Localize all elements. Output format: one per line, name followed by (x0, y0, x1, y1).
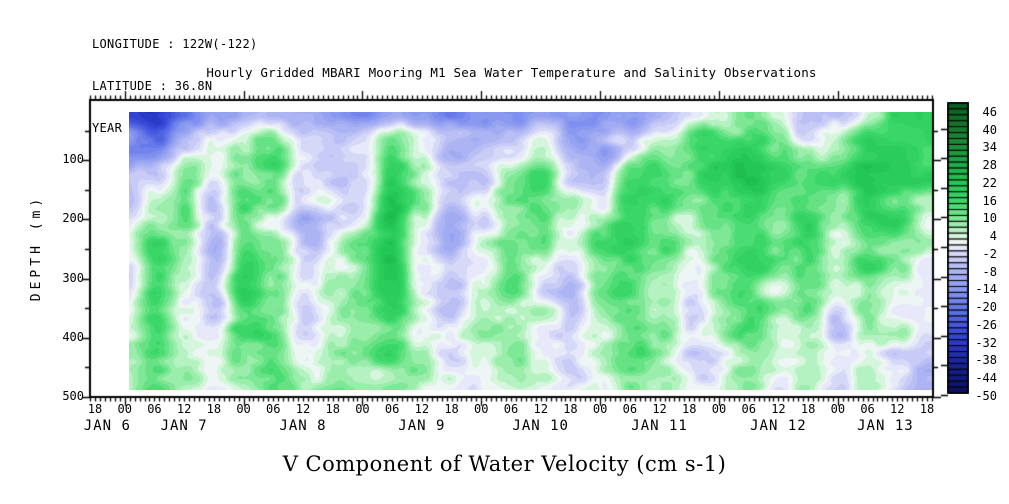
colorbar-tick-label: -44 (975, 371, 997, 386)
x-day-label: JAN 7 (160, 418, 208, 434)
x-hour-tick-label: 00 (474, 402, 489, 416)
x-hour-tick-label: 00 (236, 402, 251, 416)
x-hour-tick-label: 00 (830, 402, 846, 416)
x-hour-tick-label: 00 (711, 402, 727, 416)
colorbar-tick-label: -26 (975, 317, 997, 332)
plot-title: Hourly Gridded MBARI Mooring M1 Sea Wate… (206, 65, 817, 80)
colorbar-tick-label: 4 (989, 229, 997, 244)
x-hour-tick-label: 00 (355, 402, 370, 416)
x-hour-tick-label: 18 (325, 402, 340, 416)
x-hour-tick-label: 06 (622, 402, 638, 416)
colorbar-tick-label: 34 (982, 140, 997, 155)
figure-caption: V Component of Water Velocity (cm s-1) (282, 452, 727, 476)
x-day-label: JAN 13 (857, 418, 914, 434)
x-hour-tick-label: 12 (176, 402, 192, 416)
x-day-label: JAN 10 (512, 418, 569, 434)
x-hour-tick-label: 06 (741, 402, 756, 416)
x-hour-tick-label: 12 (652, 402, 667, 416)
x-day-label: JAN 11 (631, 418, 688, 434)
x-day-label: JAN 6 (83, 418, 131, 434)
colorbar-tick-label: 46 (982, 104, 997, 119)
x-hour-tick-label: 18 (206, 402, 222, 416)
colorbar-tick-label: -20 (975, 300, 997, 315)
x-hour-tick-label: 06 (147, 402, 162, 416)
x-hour-tick-label: 18 (563, 402, 578, 416)
y-tick-label: 300 (62, 270, 84, 285)
x-hour-tick-label: 18 (444, 402, 459, 416)
x-hour-tick-label: 12 (533, 402, 548, 416)
header-longitude: LONGITUDE : 122W(-122) (92, 37, 258, 51)
x-hour-tick-label: 06 (384, 402, 400, 416)
colorbar-tick-label: -2 (982, 246, 997, 261)
x-hour-tick-label: 12 (295, 402, 311, 416)
y-tick-label: 400 (62, 329, 84, 344)
colorbar-tick-label: 28 (982, 158, 997, 173)
x-hour-tick-label: 00 (117, 402, 132, 416)
x-hour-tick-label: 06 (503, 402, 519, 416)
y-tick-label: 500 (62, 389, 84, 403)
y-tick-label: 100 (62, 152, 84, 167)
x-day-label: JAN 12 (750, 418, 807, 434)
y-axis-title: DEPTH (m) (29, 194, 44, 302)
colorbar-tick-label: -8 (982, 264, 997, 279)
colorbar-tick-label: 22 (982, 175, 997, 190)
x-hour-tick-label: 06 (860, 402, 875, 416)
colorbar-tick-label: -50 (975, 389, 997, 403)
x-day-label: JAN 9 (398, 418, 446, 434)
y-tick-label: 200 (62, 211, 84, 226)
x-hour-tick-label: 18 (800, 402, 816, 416)
x-hour-tick-label: 12 (890, 402, 905, 416)
colorbar-tick-label: 16 (982, 193, 997, 208)
colorbar-tick-label: -38 (975, 353, 997, 368)
colorbar-canvas (947, 102, 969, 394)
x-hour-tick-label: 12 (771, 402, 786, 416)
x-hour-tick-label: 18 (919, 402, 935, 416)
x-hour-tick-label: 06 (266, 402, 281, 416)
x-hour-tick-label: 12 (414, 402, 430, 416)
x-hour-tick-label: 18 (87, 402, 103, 416)
x-hour-tick-label: 00 (592, 402, 608, 416)
header-latitude: LATITUDE : 36.8N (92, 79, 213, 93)
x-hour-tick-label: 18 (682, 402, 697, 416)
colorbar-tick-label: -32 (975, 335, 997, 350)
colorbar-tick-label: 40 (982, 122, 997, 137)
colorbar-tick-label: -14 (975, 282, 997, 297)
x-day-label: JAN 8 (279, 418, 327, 434)
colorbar-tick-label: 10 (982, 211, 997, 226)
heatmap-canvas (129, 112, 933, 390)
